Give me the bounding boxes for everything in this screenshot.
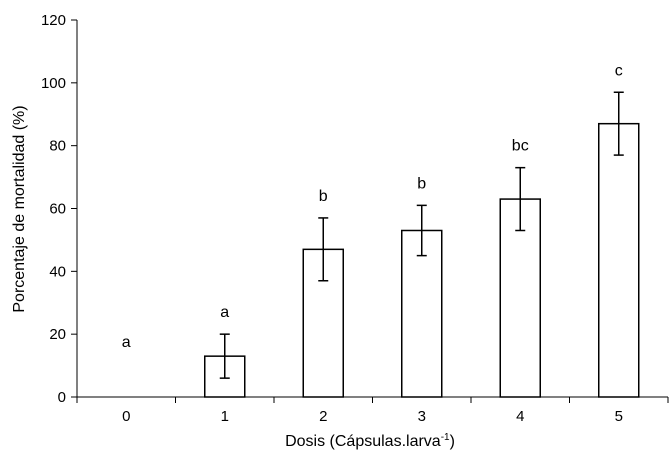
bar bbox=[598, 122, 640, 398]
y-axis-label: Porcentaje de mortalidad (%) bbox=[11, 105, 28, 312]
significance-label: a bbox=[122, 334, 131, 351]
significance-label: a bbox=[220, 304, 229, 321]
x-axis-label-superscript: -1 bbox=[441, 432, 450, 443]
x-axis-label-close: ) bbox=[450, 433, 455, 450]
y-tick-label: 20 bbox=[49, 326, 66, 343]
y-tick-label: 100 bbox=[41, 75, 66, 92]
y-tick-label: 80 bbox=[49, 138, 66, 155]
x-tick-label: 0 bbox=[122, 408, 130, 425]
plot-area: 0 20 40 60 80 100 120 a 0 a 1 b 2 b 3 bc 4 c 5 bbox=[41, 12, 669, 425]
x-axis-label: Dosis (Cápsulas.larva-1) bbox=[285, 432, 455, 450]
x-tick-label: 5 bbox=[615, 408, 623, 425]
x-tick-label: 4 bbox=[516, 408, 524, 425]
y-tick-label: 120 bbox=[41, 12, 66, 29]
y-tick-label: 60 bbox=[49, 201, 66, 218]
x-tick-label: 2 bbox=[319, 408, 327, 425]
significance-label: bc bbox=[512, 138, 529, 155]
bar bbox=[401, 229, 443, 398]
significance-label: b bbox=[417, 175, 426, 192]
bar bbox=[499, 198, 541, 398]
significance-label: c bbox=[615, 62, 623, 79]
y-tick-label: 40 bbox=[49, 263, 66, 280]
significance-label: b bbox=[319, 188, 328, 205]
x-tick-label: 1 bbox=[221, 408, 229, 425]
x-tick-label: 3 bbox=[418, 408, 426, 425]
y-tick-label: 0 bbox=[58, 389, 66, 406]
